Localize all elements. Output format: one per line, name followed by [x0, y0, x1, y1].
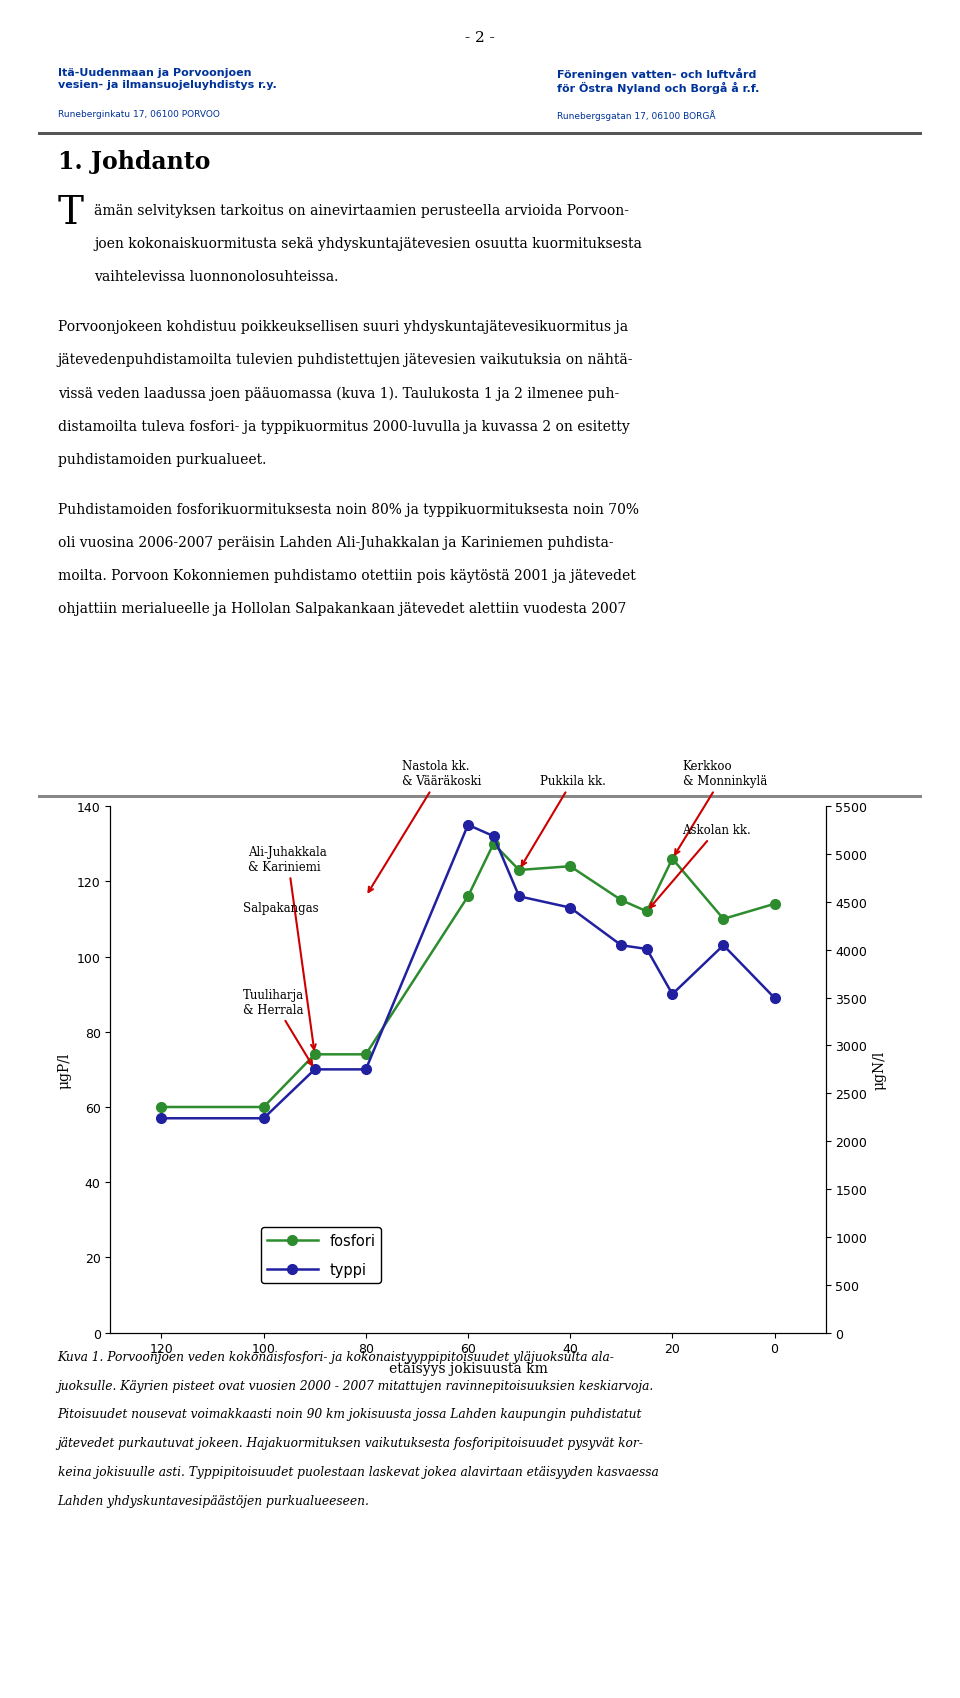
Text: Ali-Juhakkala
& Kariniemi: Ali-Juhakkala & Kariniemi — [249, 846, 327, 1049]
Text: Pitoisuudet nousevat voimakkaasti noin 90 km jokisuusta jossa Lahden kaupungin p: Pitoisuudet nousevat voimakkaasti noin 9… — [58, 1408, 642, 1421]
Text: Kerkkoo
& Monninkylä: Kerkkoo & Monninkylä — [675, 759, 767, 854]
Y-axis label: μgN/l: μgN/l — [873, 1049, 887, 1090]
Text: Runebergsgatan 17, 06100 BORGÅ: Runebergsgatan 17, 06100 BORGÅ — [557, 110, 715, 121]
Text: vissä veden laadussa joen pääuomassa (kuva 1). Taulukosta 1 ja 2 ilmenee puh-: vissä veden laadussa joen pääuomassa (ku… — [58, 385, 619, 401]
Text: T: T — [58, 195, 84, 233]
Text: vaihtelevissa luonnonolosuhteissa.: vaihtelevissa luonnonolosuhteissa. — [94, 270, 339, 284]
Y-axis label: μgP/l: μgP/l — [58, 1051, 71, 1088]
Text: Itä-Uudenmaan ja Porvoonjoen
vesien- ja ilmansuojeluyhdistys r.y.: Itä-Uudenmaan ja Porvoonjoen vesien- ja … — [58, 68, 276, 90]
Text: distamoilta tuleva fosfori- ja typpikuormitus 2000-luvulla ja kuvassa 2 on esite: distamoilta tuleva fosfori- ja typpikuor… — [58, 419, 630, 433]
Text: Puhdistamoiden fosforikuormituksesta noin 80% ja typpikuormituksesta noin 70%: Puhdistamoiden fosforikuormituksesta noi… — [58, 503, 638, 516]
Text: jätevedenpuhdistamoilta tulevien puhdistettujen jätevesien vaikutuksia on nähtä-: jätevedenpuhdistamoilta tulevien puhdist… — [58, 353, 633, 367]
Text: Salpakangas: Salpakangas — [243, 902, 319, 915]
Text: jätevedet purkautuvat jokeen. Hajakuormituksen vaikutuksesta fosforipitoisuudet : jätevedet purkautuvat jokeen. Hajakuormi… — [58, 1437, 643, 1450]
Text: juoksulle. Käyrien pisteet ovat vuosien 2000 - 2007 mitattujen ravinnepitoisuuks: juoksulle. Käyrien pisteet ovat vuosien … — [58, 1379, 654, 1392]
Text: 1. Johdanto: 1. Johdanto — [58, 149, 210, 173]
Text: Föreningen vatten- och luftvård
för Östra Nyland och Borgå å r.f.: Föreningen vatten- och luftvård för Östr… — [557, 68, 759, 93]
Text: Pukkila kk.: Pukkila kk. — [521, 774, 606, 866]
Text: Runeberginkatu 17, 06100 PORVOO: Runeberginkatu 17, 06100 PORVOO — [58, 110, 220, 119]
Text: Lahden yhdyskuntavesipäästöjen purkualueeseen.: Lahden yhdyskuntavesipäästöjen purkualue… — [58, 1494, 370, 1508]
Text: puhdistamoiden purkualueet.: puhdistamoiden purkualueet. — [58, 452, 266, 467]
Text: moilta. Porvoon Kokonniemen puhdistamo otettiin pois käytöstä 2001 ja jätevedet: moilta. Porvoon Kokonniemen puhdistamo o… — [58, 569, 636, 582]
Text: joen kokonaiskuormitusta sekä yhdyskuntajätevesien osuutta kuormituksesta: joen kokonaiskuormitusta sekä yhdyskunta… — [94, 236, 642, 251]
Text: Tuuliharja
& Herrala: Tuuliharja & Herrala — [243, 988, 312, 1065]
Legend: fosfori, typpi: fosfori, typpi — [261, 1228, 381, 1284]
Text: - 2 -: - 2 - — [466, 31, 494, 44]
Text: Askolan kk.: Askolan kk. — [650, 824, 752, 908]
Text: Nastola kk.
& Vääräkoski: Nastola kk. & Vääräkoski — [369, 759, 481, 893]
Text: ämän selvityksen tarkoitus on ainevirtaamien perusteella arvioida Porvoon-: ämän selvityksen tarkoitus on ainevirtaa… — [94, 204, 629, 217]
Text: ohjattiin merialueelle ja Hollolan Salpakankaan jätevedet alettiin vuodesta 2007: ohjattiin merialueelle ja Hollolan Salpa… — [58, 601, 626, 616]
Text: Kuva 1. Porvoonjoen veden kokonaisfosfori- ja kokonaistyyppipitoisuudet yläjuoks: Kuva 1. Porvoonjoen veden kokonaisfosfor… — [58, 1350, 614, 1363]
X-axis label: etäisyys jokisuusta km: etäisyys jokisuusta km — [389, 1362, 547, 1375]
Text: keina jokisuulle asti. Typpipitoisuudet puolestaan laskevat jokea alavirtaan etä: keina jokisuulle asti. Typpipitoisuudet … — [58, 1465, 659, 1479]
Text: Porvoonjokeen kohdistuu poikkeuksellisen suuri yhdyskuntajätevesikuormitus ja: Porvoonjokeen kohdistuu poikkeuksellisen… — [58, 319, 628, 335]
Text: oli vuosina 2006-2007 peräisin Lahden Ali-Juhakkalan ja Kariniemen puhdista-: oli vuosina 2006-2007 peräisin Lahden Al… — [58, 535, 613, 550]
